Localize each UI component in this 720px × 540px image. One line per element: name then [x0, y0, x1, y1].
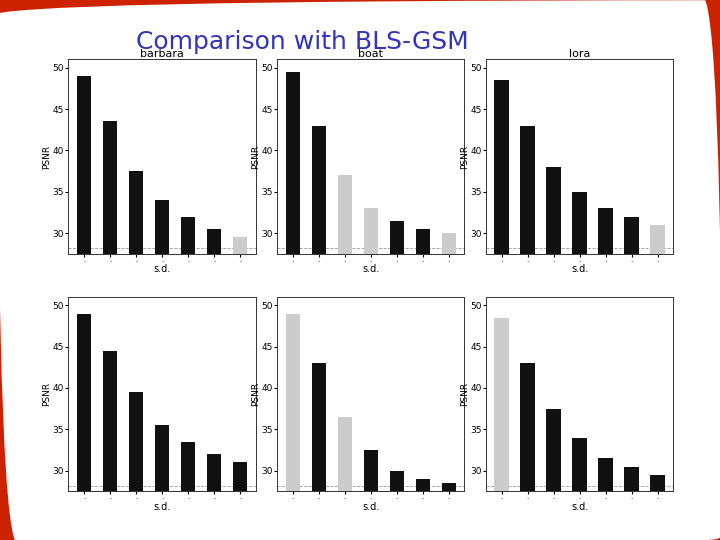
Bar: [286, 72, 300, 481]
Bar: [624, 217, 639, 481]
Bar: [181, 442, 195, 540]
Title: barbara: barbara: [140, 49, 184, 59]
Bar: [312, 126, 326, 481]
Bar: [495, 80, 509, 481]
Bar: [129, 171, 143, 481]
Bar: [77, 314, 91, 540]
Text: Comparison with BLS-GSM: Comparison with BLS-GSM: [136, 30, 469, 53]
Bar: [181, 217, 195, 481]
X-axis label: s.d.: s.d.: [153, 264, 171, 274]
Bar: [441, 483, 456, 540]
X-axis label: s.d.: s.d.: [571, 502, 588, 511]
Bar: [598, 458, 613, 540]
Bar: [103, 122, 117, 481]
Bar: [415, 479, 430, 540]
Bar: [77, 76, 91, 481]
Y-axis label: PSNR: PSNR: [251, 382, 260, 406]
Bar: [364, 450, 378, 540]
Bar: [390, 471, 404, 540]
Text: ingement: ingement: [346, 308, 396, 318]
Bar: [129, 392, 143, 540]
Text: house: house: [146, 308, 178, 318]
Bar: [572, 192, 587, 481]
Bar: [650, 475, 665, 540]
Title: lora: lora: [569, 49, 590, 59]
X-axis label: s.d.: s.d.: [362, 502, 379, 511]
X-axis label: s.d.: s.d.: [153, 502, 171, 511]
Bar: [624, 467, 639, 540]
Bar: [650, 225, 665, 481]
Y-axis label: PSNR: PSNR: [460, 382, 469, 406]
Bar: [207, 454, 221, 540]
Bar: [521, 126, 535, 481]
Bar: [312, 363, 326, 540]
Bar: [233, 462, 247, 540]
Bar: [155, 425, 169, 540]
Bar: [103, 351, 117, 540]
Y-axis label: PSNR: PSNR: [460, 145, 469, 168]
Text: peppers: peppers: [558, 308, 601, 318]
Bar: [495, 318, 509, 540]
X-axis label: s.d.: s.d.: [571, 264, 588, 274]
Bar: [286, 314, 300, 540]
Bar: [598, 208, 613, 481]
Bar: [364, 208, 378, 481]
Bar: [415, 229, 430, 481]
Y-axis label: PSNR: PSNR: [251, 145, 260, 168]
Bar: [390, 221, 404, 481]
Bar: [546, 167, 561, 481]
Bar: [233, 237, 247, 481]
Bar: [572, 437, 587, 540]
Bar: [441, 233, 456, 481]
Bar: [155, 200, 169, 481]
Bar: [546, 409, 561, 540]
X-axis label: s.d.: s.d.: [362, 264, 379, 274]
Bar: [207, 229, 221, 481]
Bar: [521, 363, 535, 540]
Y-axis label: PSNR: PSNR: [42, 382, 51, 406]
Bar: [338, 417, 352, 540]
Y-axis label: PSNR: PSNR: [42, 145, 51, 168]
Title: boat: boat: [359, 49, 383, 59]
Bar: [338, 175, 352, 481]
